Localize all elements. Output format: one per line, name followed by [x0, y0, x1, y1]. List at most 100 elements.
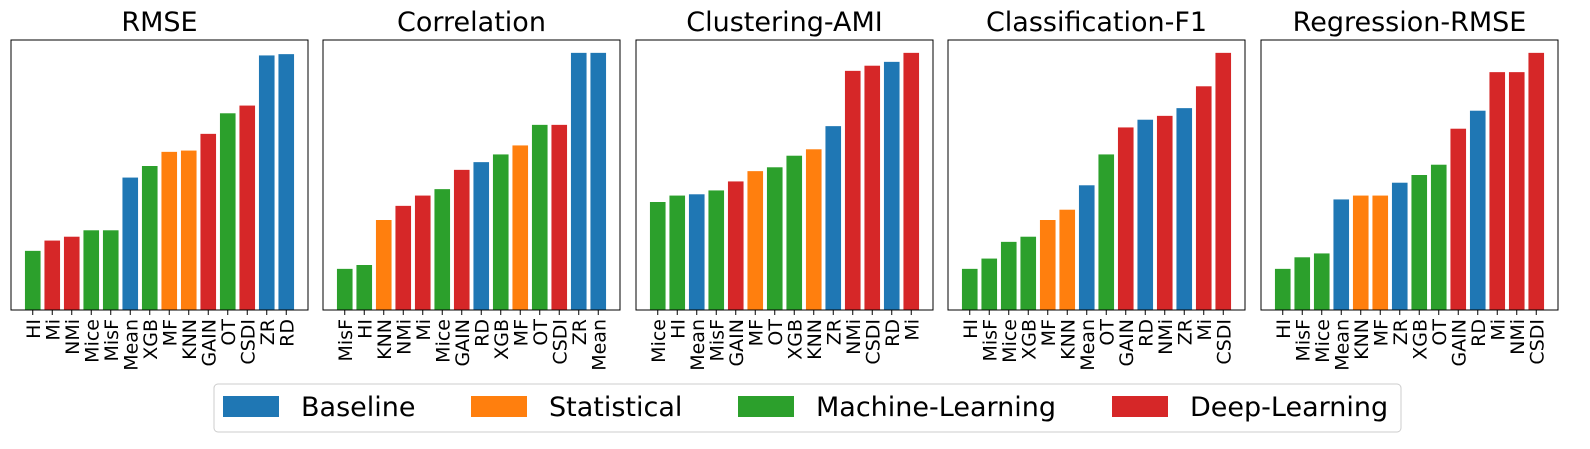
x-tick-label: RD — [1468, 319, 1490, 347]
x-tick-label: CSDI — [1213, 319, 1235, 365]
bar-hi — [356, 265, 373, 310]
x-tick-label: Mice — [999, 319, 1021, 363]
x-tick-label: KNN — [179, 319, 201, 360]
x-tick-label: GAIN — [452, 319, 474, 367]
bar-xgb — [492, 154, 509, 310]
x-tick-label: MisF — [979, 319, 1001, 362]
bar-misf — [336, 268, 353, 310]
x-tick-label: NMi — [1155, 319, 1177, 355]
bar-mice — [1000, 241, 1017, 310]
panel-title: Clustering-AMI — [686, 7, 882, 38]
legend-label: Machine-Learning — [816, 392, 1056, 423]
bar-mi — [903, 52, 920, 311]
x-tick-label: XGB — [784, 319, 806, 360]
x-tick-label: ZR — [823, 319, 845, 345]
bar-ot — [1098, 154, 1115, 310]
legend-swatch — [223, 396, 279, 417]
x-tick-label: RD — [276, 319, 298, 347]
x-tick-label: RD — [471, 319, 493, 347]
x-tick-label: HI — [960, 319, 982, 339]
x-tick-label: KNN — [804, 319, 826, 360]
legend-label: Deep-Learning — [1190, 392, 1388, 423]
bar-hi — [669, 195, 686, 310]
x-tick-label: KNN — [1351, 319, 1373, 360]
x-tick-label: HI — [1273, 319, 1295, 339]
bar-csdi — [864, 65, 881, 311]
x-tick-label: Mi — [413, 319, 435, 341]
x-tick-label: Mice — [648, 319, 670, 363]
classification-f1-panel: Classification-F1 HIMisFMiceXGBMFKNNMeanO… — [947, 7, 1246, 371]
bar-mice — [649, 202, 666, 310]
bar-mice — [83, 230, 100, 310]
bar-ot — [531, 124, 548, 310]
x-tick-label: Mi — [42, 319, 64, 341]
bar-zr — [258, 55, 275, 311]
rmse-panel: RMSE HIMiNMiMiceMisFMeanXGBMFKNNGAINOTCSD… — [10, 7, 309, 371]
bar-rd — [883, 61, 900, 310]
x-tick-label: Mean — [120, 319, 142, 371]
bar-hi — [961, 268, 978, 310]
x-tick-label: GAIN — [198, 319, 220, 367]
bar-gain — [1117, 127, 1134, 311]
x-tick-label: ZR — [1390, 319, 1412, 345]
x-tick-label: GAIN — [726, 319, 748, 367]
bar-zr — [1176, 108, 1193, 310]
bar-mean — [688, 194, 705, 310]
bar-hi — [1274, 268, 1291, 310]
bar-mean — [122, 177, 139, 310]
x-tick-label: CSDI — [237, 319, 259, 365]
x-tick-label: RD — [882, 319, 904, 347]
bar-mi — [44, 240, 61, 310]
bar-mf — [512, 145, 529, 310]
x-tick-label: MF — [1038, 319, 1060, 346]
bar-rd — [1137, 119, 1154, 311]
panel-title: RMSE — [121, 7, 197, 38]
regression-rmse-panel: Regression-RMSE HIMisFMiceMeanKNNMFZRXGBO… — [1260, 7, 1559, 371]
bar-ot — [766, 167, 783, 310]
x-tick-label: MF — [159, 319, 181, 346]
x-tick-label: MisF — [335, 319, 357, 362]
panel-title: Correlation — [397, 7, 546, 38]
legend-item-baseline: Baseline — [223, 392, 415, 423]
bar-knn — [1352, 195, 1369, 310]
bar-nmi — [844, 70, 861, 310]
bar-csdi — [1528, 52, 1545, 311]
x-tick-label: HI — [667, 319, 689, 339]
bar-mf — [1039, 220, 1056, 310]
x-tick-label: HI — [354, 319, 376, 339]
bar-misf — [981, 258, 998, 310]
bar-nmi — [1156, 115, 1173, 310]
bar-ot — [219, 113, 236, 310]
x-tick-label: OT — [530, 319, 552, 346]
legend-item-deep-learning: Deep-Learning — [1112, 392, 1388, 423]
bar-xgb — [141, 166, 158, 310]
clustering-ami-panel: Clustering-AMI MiceHIMeanMisFGAINMFOTXGBK… — [635, 7, 934, 371]
x-tick-label: MF — [745, 319, 767, 346]
x-tick-label: RD — [1135, 319, 1157, 347]
x-tick-label: CSDI — [549, 319, 571, 365]
panel-title: Regression-RMSE — [1293, 7, 1527, 38]
x-tick-label: HI — [23, 319, 45, 339]
bar-zr — [825, 126, 842, 310]
bar-knn — [805, 149, 822, 310]
x-tick-label: XGB — [1409, 319, 1431, 360]
x-tick-label: NMi — [393, 319, 415, 355]
bar-mi — [1489, 72, 1506, 310]
x-tick-label: CSDI — [862, 319, 884, 365]
bar-hi — [24, 250, 41, 310]
x-tick-label: GAIN — [1448, 319, 1470, 367]
x-tick-label: NMi — [843, 319, 865, 355]
x-tick-label: Mi — [901, 319, 923, 341]
legend-swatch — [471, 396, 527, 417]
bar-gain — [727, 181, 744, 310]
bar-gain — [1450, 128, 1467, 310]
bar-mi — [414, 195, 431, 310]
bar-misf — [708, 190, 725, 310]
x-tick-label: MF — [510, 319, 532, 346]
axes-frame — [947, 39, 1246, 311]
bar-misf — [102, 230, 119, 310]
bar-rd — [473, 162, 490, 310]
x-tick-label: GAIN — [1116, 319, 1138, 367]
bar-ot — [1430, 164, 1447, 310]
